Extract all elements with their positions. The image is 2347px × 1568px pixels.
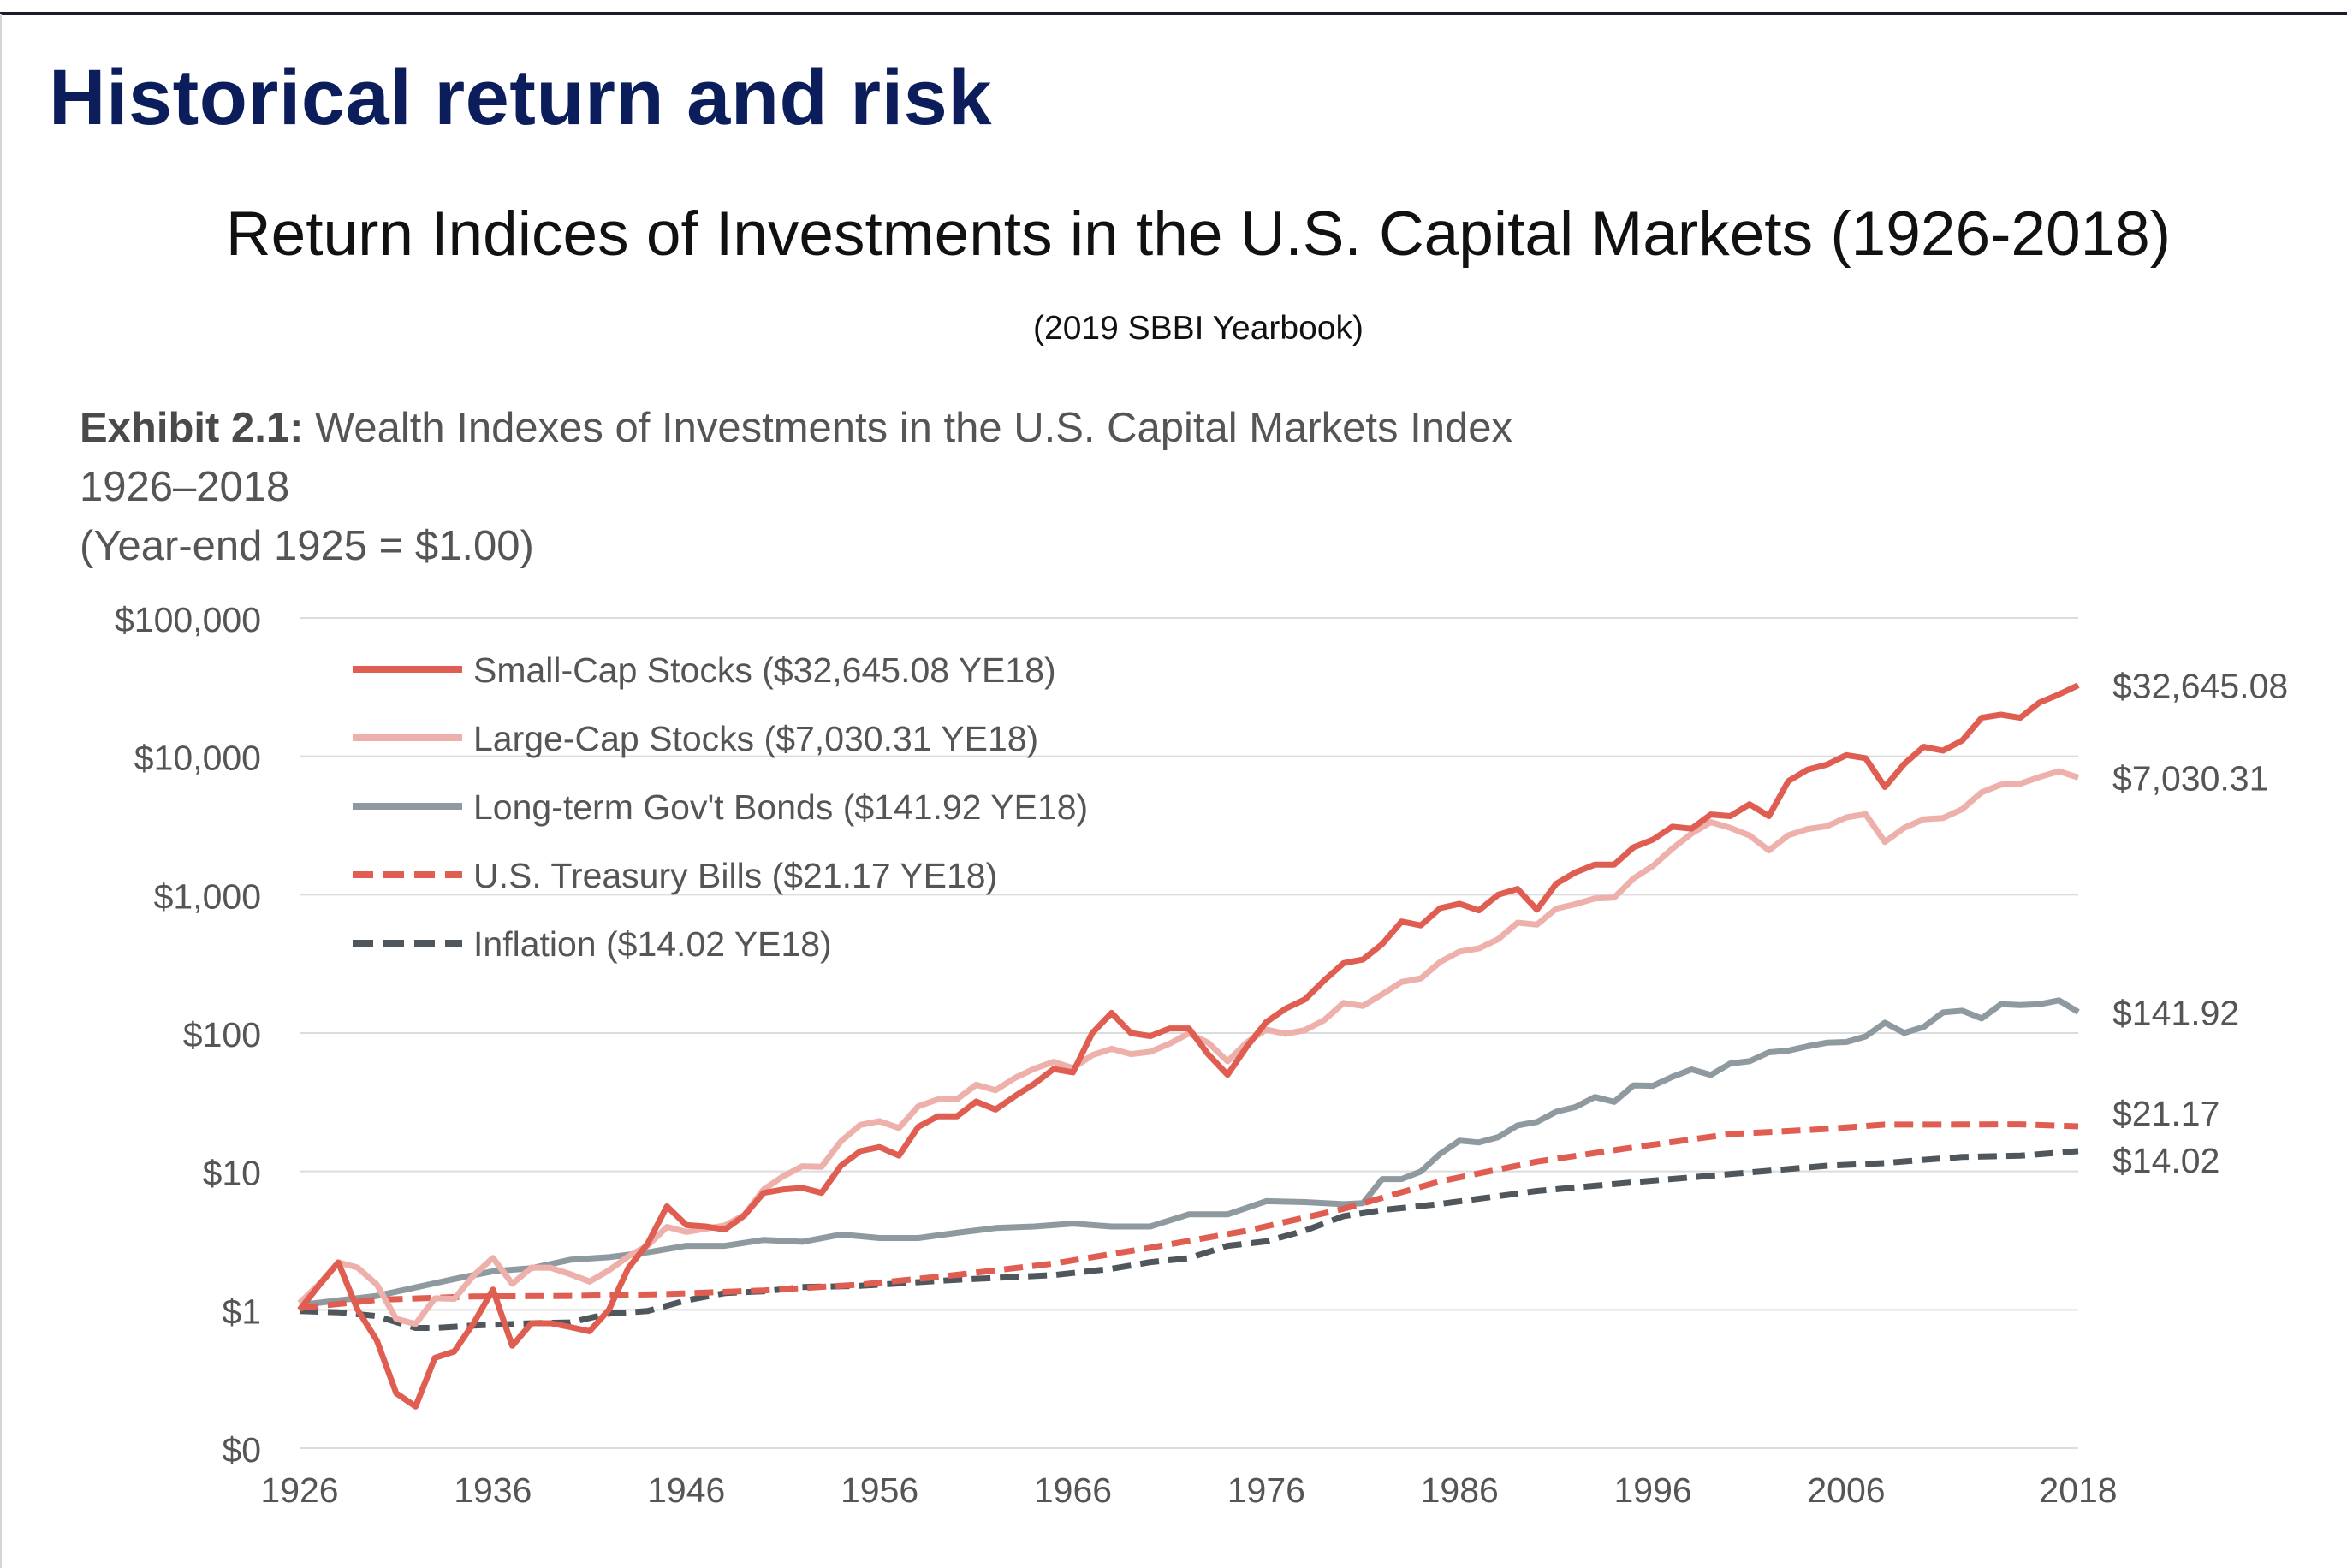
exhibit-period: 1926–2018 xyxy=(80,464,290,510)
left-border xyxy=(0,14,2,1568)
x-tick-label: 1936 xyxy=(454,1470,532,1510)
series-line-2 xyxy=(299,997,2080,1309)
y-axis: $100,000 $10,000 $1,000 $100 $10 $1 $0 xyxy=(115,600,261,1470)
x-tick-label: 2018 xyxy=(2039,1470,2117,1510)
series-line-4 xyxy=(299,1148,2079,1331)
y-tick-label: $1,000 xyxy=(154,876,261,916)
x-tick-label: 1976 xyxy=(1227,1470,1305,1510)
series-end-labels: $32,645.08 $7,030.31 $141.92 $21.17 $14.02 xyxy=(2112,667,2288,1180)
series-end-label: $7,030.31 xyxy=(2112,758,2268,798)
y-tick-label: $1 xyxy=(222,1292,261,1331)
y-tick-label: $0 xyxy=(222,1430,261,1470)
chart-subtitle: (2019 SBBI Yearbook) xyxy=(1033,310,1364,347)
chart-title: Return Indices of Investments in the U.S… xyxy=(225,199,2172,269)
series-end-label: $14.02 xyxy=(2112,1141,2219,1180)
x-axis: 1926 1936 1946 1956 1966 1976 1986 1996 2006 2018 xyxy=(260,1470,2117,1510)
exhibit-label: Exhibit 2.1: xyxy=(80,405,304,451)
y-tick-label: $100 xyxy=(183,1015,261,1054)
y-tick-label: $10 xyxy=(203,1154,261,1193)
legend: Small-Cap Stocks ($32,645.08 YE18) Large-… xyxy=(353,650,1088,964)
legend-entry: Inflation ($14.02 YE18) xyxy=(473,924,832,964)
exhibit-base-note: (Year-end 1925 = $1.00) xyxy=(80,523,534,569)
x-tick-label: 2006 xyxy=(1807,1470,1885,1510)
x-tick-label: 1926 xyxy=(260,1470,338,1510)
exhibit-text: Wealth Indexes of Investments in the U.S… xyxy=(315,405,1513,451)
legend-entry: Small-Cap Stocks ($32,645.08 YE18) xyxy=(473,650,1056,690)
series-lines xyxy=(297,682,2080,1410)
x-tick-label: 1946 xyxy=(647,1470,725,1510)
top-divider xyxy=(0,12,2347,15)
x-tick-label: 1956 xyxy=(841,1470,918,1510)
series-end-label: $141.92 xyxy=(2112,993,2239,1032)
series-end-label: $32,645.08 xyxy=(2112,667,2288,706)
y-tick-label: $10,000 xyxy=(134,739,261,778)
x-tick-label: 1986 xyxy=(1421,1470,1499,1510)
x-tick-label: 1996 xyxy=(1613,1470,1691,1510)
series-end-label: $21.17 xyxy=(2112,1094,2219,1133)
x-tick-label: 1966 xyxy=(1034,1470,1112,1510)
slide-title: Historical return and risk xyxy=(49,54,992,141)
legend-entry: Large-Cap Stocks ($7,030.31 YE18) xyxy=(473,719,1038,758)
legend-entry: Long-term Gov't Bonds ($141.92 YE18) xyxy=(473,787,1088,827)
series-line-0 xyxy=(297,682,2080,1410)
y-tick-label: $100,000 xyxy=(115,600,261,639)
exhibit-caption-line: Exhibit 2.1: Wealth Indexes of Investmen… xyxy=(80,399,1512,458)
exhibit-caption: Exhibit 2.1: Wealth Indexes of Investmen… xyxy=(80,399,1512,576)
legend-entry: U.S. Treasury Bills ($21.17 YE18) xyxy=(473,856,997,895)
